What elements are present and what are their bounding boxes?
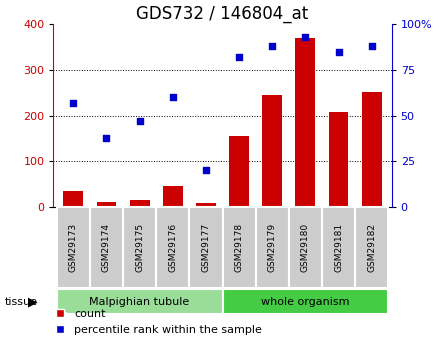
Point (202, 168, 210, 173)
Bar (355, 207, 388, 288)
Bar (328, 112, 348, 207)
Text: GSM29173: GSM29173 (69, 223, 78, 272)
Title: GDS732 / 146804_at: GDS732 / 146804_at (136, 5, 309, 23)
Point (169, 95, 176, 100)
Text: tissue: tissue (4, 297, 37, 307)
Bar (362, 92, 382, 207)
Text: GSM29181: GSM29181 (334, 223, 343, 272)
Bar (63, 191, 83, 207)
Bar (295, 38, 316, 207)
Bar (129, 200, 150, 207)
Bar (156, 207, 189, 288)
Text: GSM29179: GSM29179 (268, 223, 277, 272)
Bar (189, 207, 222, 288)
Point (103, 135, 110, 140)
Text: GSM29174: GSM29174 (102, 223, 111, 272)
Point (335, 49, 342, 54)
Point (136, 118, 143, 124)
Text: whole organism: whole organism (261, 297, 350, 307)
Bar (57, 289, 222, 314)
Point (302, 34, 309, 40)
Point (70, 100, 77, 106)
Bar (289, 207, 322, 288)
Text: Malpighian tubule: Malpighian tubule (89, 297, 190, 307)
Legend: count, percentile rank within the sample: count, percentile rank within the sample (50, 305, 267, 339)
Bar (57, 207, 90, 288)
Text: GSM29178: GSM29178 (235, 223, 243, 272)
Text: ▶: ▶ (28, 295, 38, 308)
Bar (222, 289, 388, 314)
Bar (97, 203, 117, 207)
Bar (229, 136, 249, 207)
Bar (222, 207, 256, 288)
Bar (262, 95, 282, 207)
Bar (163, 186, 183, 207)
Text: GSM29182: GSM29182 (367, 223, 376, 272)
Point (269, 43, 276, 49)
Text: GSM29180: GSM29180 (301, 223, 310, 272)
Bar (322, 207, 355, 288)
Bar (196, 203, 216, 207)
Bar (256, 207, 289, 288)
Text: GSM29175: GSM29175 (135, 223, 144, 272)
Text: GSM29177: GSM29177 (202, 223, 210, 272)
Text: GSM29176: GSM29176 (168, 223, 177, 272)
Bar (90, 207, 123, 288)
Bar (123, 207, 156, 288)
Point (368, 43, 375, 49)
Point (235, 54, 243, 60)
